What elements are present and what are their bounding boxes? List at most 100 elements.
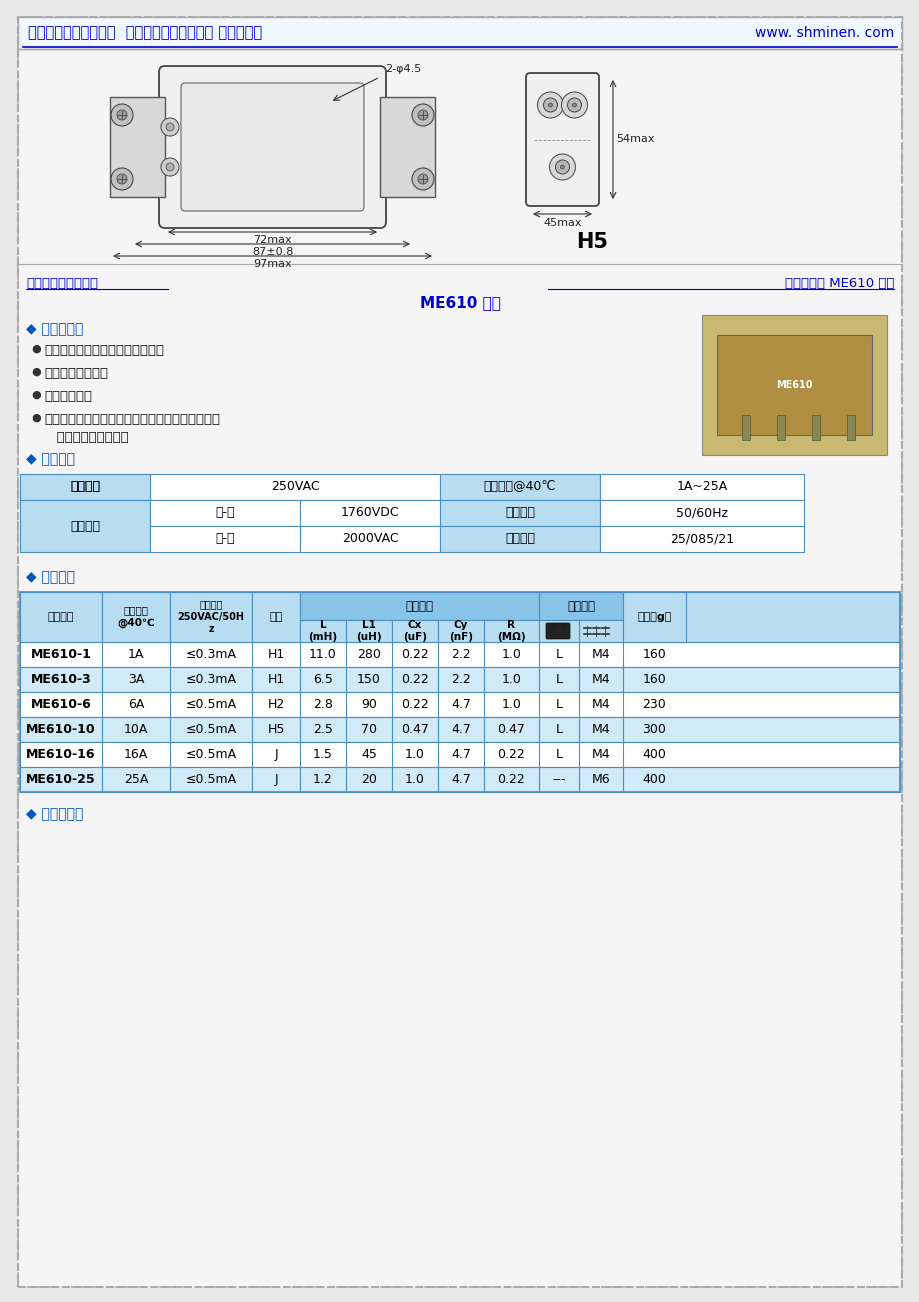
Text: 230: 230	[642, 698, 665, 711]
Text: 50/60Hz: 50/60Hz	[675, 506, 727, 519]
Text: 0.47: 0.47	[497, 723, 525, 736]
Text: 45: 45	[360, 749, 377, 760]
Bar	[20, 592, 899, 792]
Bar	[551, 624, 555, 629]
Text: 1.0: 1.0	[501, 673, 521, 686]
Bar	[20, 767, 899, 792]
Text: 4.7: 4.7	[450, 749, 471, 760]
Text: 试验电压: 试验电压	[70, 519, 100, 533]
Bar	[150, 500, 300, 526]
Circle shape	[572, 103, 576, 107]
Text: 工作频率: 工作频率	[505, 506, 535, 519]
Text: ≤0.3mA: ≤0.3mA	[186, 673, 236, 686]
Text: 1.0: 1.0	[404, 749, 425, 760]
Text: 160: 160	[642, 673, 665, 686]
Text: 1.2: 1.2	[312, 773, 333, 786]
Text: 0.22: 0.22	[497, 749, 525, 760]
Bar	[539, 620, 578, 642]
Text: 20: 20	[360, 773, 377, 786]
Text: 2-φ4.5: 2-φ4.5	[384, 64, 421, 74]
Text: 2.2: 2.2	[450, 673, 471, 686]
Text: 25A: 25A	[124, 773, 148, 786]
Text: ---: ---	[551, 773, 565, 786]
Text: 1A: 1A	[128, 648, 144, 661]
Circle shape	[548, 103, 552, 107]
Bar	[439, 526, 599, 552]
Text: 2.5: 2.5	[312, 723, 333, 736]
Text: ME610-16: ME610-16	[27, 749, 96, 760]
Bar	[102, 592, 170, 642]
Circle shape	[161, 158, 179, 176]
Bar	[716, 335, 871, 435]
Text: 72max: 72max	[253, 234, 291, 245]
Text: 11.0: 11.0	[309, 648, 336, 661]
Bar	[539, 592, 622, 620]
Text: J: J	[274, 773, 278, 786]
Bar	[578, 620, 622, 642]
Text: 70: 70	[360, 723, 377, 736]
Text: 97max: 97max	[253, 259, 291, 270]
Text: L: L	[555, 673, 562, 686]
Text: L: L	[555, 698, 562, 711]
Bar	[622, 592, 686, 642]
Text: 产品型号: 产品型号	[48, 612, 74, 622]
Bar	[20, 474, 150, 500]
Text: 气候类别: 气候类别	[505, 533, 535, 546]
Circle shape	[417, 109, 427, 120]
Bar	[20, 592, 899, 642]
Text: 16A: 16A	[124, 749, 148, 760]
FancyBboxPatch shape	[159, 66, 386, 228]
Text: 端接方式: 端接方式	[566, 599, 595, 612]
Text: 3A: 3A	[128, 673, 144, 686]
Text: 额定电流
@40℃: 额定电流 @40℃	[117, 605, 154, 629]
Text: H5: H5	[267, 723, 284, 736]
Bar	[599, 474, 803, 500]
Bar	[18, 17, 901, 49]
Text: 低频性能优异: 低频性能优异	[44, 391, 92, 404]
Bar	[150, 474, 439, 500]
Bar	[439, 500, 599, 526]
Text: 2.8: 2.8	[312, 698, 333, 711]
Text: Cy
(nF): Cy (nF)	[448, 620, 472, 642]
Text: ≤0.5mA: ≤0.5mA	[186, 698, 236, 711]
Text: ≤0.5mA: ≤0.5mA	[186, 723, 236, 736]
Text: 额定电压: 额定电压	[70, 480, 100, 493]
Bar	[437, 620, 483, 642]
FancyBboxPatch shape	[181, 83, 364, 211]
Bar	[20, 592, 102, 642]
Text: 250VAC: 250VAC	[270, 480, 319, 493]
Text: ME610-6: ME610-6	[30, 698, 91, 711]
Bar	[300, 620, 346, 642]
Bar	[562, 624, 565, 629]
Text: 双节滤波器，极强的差模滤波效果: 双节滤波器，极强的差模滤波效果	[44, 344, 164, 357]
Text: 300: 300	[641, 723, 665, 736]
Bar	[300, 500, 439, 526]
Bar	[20, 742, 899, 767]
Bar	[20, 642, 899, 667]
Circle shape	[555, 160, 569, 174]
Circle shape	[549, 154, 575, 180]
Bar	[846, 415, 854, 440]
Circle shape	[165, 122, 174, 132]
Text: M4: M4	[591, 749, 609, 760]
Text: 150: 150	[357, 673, 380, 686]
Circle shape	[117, 109, 127, 120]
Text: L1
(uH): L1 (uH)	[356, 620, 381, 642]
Text: M4: M4	[591, 723, 609, 736]
Text: L: L	[555, 648, 562, 661]
Bar	[599, 500, 803, 526]
Bar	[170, 592, 252, 642]
Text: 2000VAC: 2000VAC	[341, 533, 398, 546]
Text: L: L	[555, 723, 562, 736]
Text: 4.7: 4.7	[450, 723, 471, 736]
Text: 25/085/21: 25/085/21	[669, 533, 733, 546]
Text: 400: 400	[641, 773, 665, 786]
Text: ●: ●	[31, 344, 40, 354]
Text: M4: M4	[591, 698, 609, 711]
Bar	[20, 474, 150, 500]
Text: 4.7: 4.7	[450, 773, 471, 786]
Text: 1760VDC: 1760VDC	[340, 506, 399, 519]
FancyBboxPatch shape	[526, 73, 598, 206]
Text: ≤0.5mA: ≤0.5mA	[186, 749, 236, 760]
Text: H1: H1	[267, 648, 284, 661]
